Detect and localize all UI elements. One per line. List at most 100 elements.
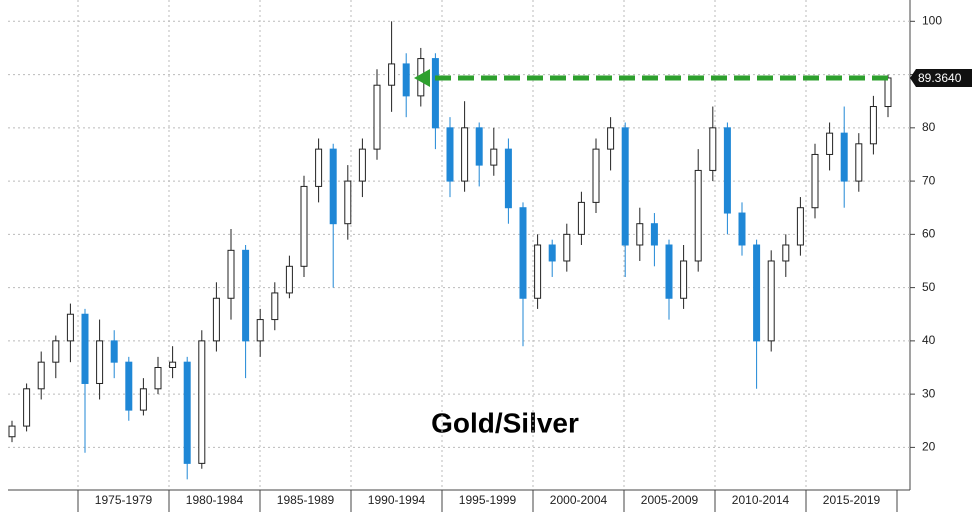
candle xyxy=(125,356,133,421)
candle xyxy=(504,138,512,224)
x-tick-label: 1995-1999 xyxy=(459,493,517,507)
candle xyxy=(694,149,702,272)
candle-body xyxy=(402,63,410,97)
candle xyxy=(709,106,717,182)
candle-body xyxy=(125,361,133,411)
candle-body xyxy=(650,223,658,246)
candle-body xyxy=(446,127,454,182)
candle xyxy=(285,255,293,299)
x-tick-label: 2005-2009 xyxy=(641,493,699,507)
candle xyxy=(256,308,264,357)
candle xyxy=(869,95,877,155)
candle xyxy=(388,21,396,112)
candle-body xyxy=(709,127,717,171)
candle-body xyxy=(504,148,512,209)
candle-body xyxy=(431,58,439,129)
candle-body xyxy=(475,127,483,166)
last-value-label: 89.3640 xyxy=(918,71,962,85)
y-tick-label: 30 xyxy=(922,386,936,400)
candle xyxy=(52,335,60,379)
x-tick-label: 2015-2019 xyxy=(823,493,881,507)
candle xyxy=(446,117,454,198)
candle xyxy=(23,383,31,432)
candle-body xyxy=(169,361,177,369)
candle-body xyxy=(373,84,381,150)
candle xyxy=(782,234,790,277)
candle xyxy=(344,165,352,240)
candle xyxy=(534,234,542,309)
candle xyxy=(169,346,177,379)
candle xyxy=(373,69,381,160)
candle-body xyxy=(621,127,629,246)
candle-body xyxy=(81,313,89,384)
candle-body xyxy=(212,297,220,342)
candle xyxy=(621,122,629,277)
candle-body xyxy=(665,244,673,299)
candle-body xyxy=(8,425,16,438)
candle xyxy=(8,420,16,443)
y-tick-label: 20 xyxy=(922,440,936,454)
candle-body xyxy=(826,132,834,155)
candle-body xyxy=(110,340,118,363)
candle-body xyxy=(271,292,279,321)
chart-title: Gold/Silver xyxy=(431,407,579,438)
y-tick-label: 60 xyxy=(922,227,936,241)
x-tick-label: 1990-1994 xyxy=(368,493,426,507)
candle-body xyxy=(782,244,790,262)
candle-body xyxy=(358,148,366,182)
candle xyxy=(358,138,366,198)
candle xyxy=(315,138,323,203)
y-tick-label: 70 xyxy=(922,173,936,187)
candle xyxy=(767,250,775,352)
candle-body xyxy=(344,180,352,225)
candle xyxy=(826,122,834,171)
candle-body xyxy=(256,319,264,342)
candle xyxy=(81,308,89,453)
candle-body xyxy=(388,63,396,86)
candle-body xyxy=(52,340,60,363)
candle xyxy=(183,356,191,480)
candle-body xyxy=(723,127,731,214)
candle xyxy=(753,239,761,389)
x-tick-label: 1975-1979 xyxy=(95,493,153,507)
candle xyxy=(855,133,863,192)
candle-body xyxy=(548,244,556,262)
candle xyxy=(461,101,469,192)
candle-body xyxy=(811,153,819,209)
candle xyxy=(198,330,206,469)
candle-body xyxy=(285,265,293,294)
candle-body xyxy=(738,212,746,246)
last-value-box xyxy=(910,68,972,87)
y-tick-label: 100 xyxy=(922,13,942,27)
candle-body xyxy=(855,143,863,182)
candle xyxy=(650,213,658,267)
candle xyxy=(636,207,644,261)
candle xyxy=(154,356,162,395)
candle xyxy=(242,245,250,379)
candle xyxy=(680,245,688,309)
candle-body xyxy=(796,207,804,246)
candle xyxy=(37,351,45,400)
candle-body xyxy=(198,340,206,464)
candle-body xyxy=(315,148,323,187)
candle-body xyxy=(227,249,235,299)
candle xyxy=(563,223,571,272)
candle xyxy=(227,229,235,320)
candle-body xyxy=(329,148,337,225)
candle-body xyxy=(490,148,498,166)
candle-body xyxy=(577,201,585,235)
arrow-head xyxy=(414,68,430,87)
candle xyxy=(723,122,731,235)
candle xyxy=(811,143,819,219)
y-tick-label: 40 xyxy=(922,333,936,347)
candle xyxy=(607,117,615,171)
candle-body xyxy=(96,340,104,384)
candle xyxy=(475,122,483,187)
candle-body xyxy=(66,313,74,342)
candle-body xyxy=(607,127,615,150)
candle-body xyxy=(694,169,702,262)
candle xyxy=(402,53,410,118)
candle-body xyxy=(636,223,644,246)
candle-body xyxy=(753,244,761,342)
